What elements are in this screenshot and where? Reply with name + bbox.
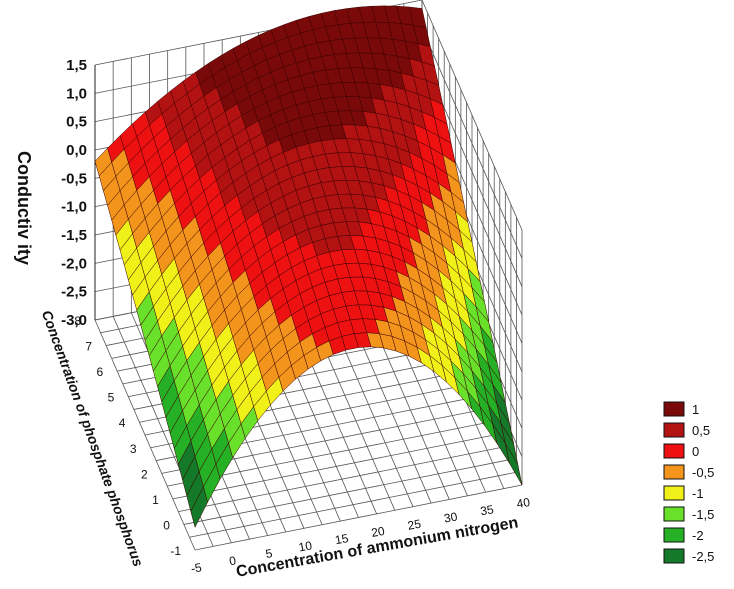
legend: 1 0,5 0 -0,5 -1 -1,5 -2 -2,5 [663,401,714,564]
legend-label: 0 [692,444,699,459]
x-tick-label: 40 [516,495,532,511]
z-tick-label: 0,5 [66,114,87,131]
y-tick-label: 5 [108,391,115,405]
y-tick-label: 0 [163,518,170,532]
y-tick-label: 2 [141,467,148,481]
floor-grid-line [178,446,506,513]
legend-swatch [663,401,685,417]
z-tick-label: -1,0 [61,199,87,216]
z-tick-label: 1,5 [66,57,87,74]
floor-grid-line [183,459,511,525]
surface-cell [505,443,523,486]
legend-label: 1 [692,402,699,417]
y-tick-label: 6 [97,365,104,379]
legend-label: -0,5 [692,465,714,480]
x-tick-label: 10 [298,538,314,554]
legend-label: -1,5 [692,507,714,522]
y-tick-label: -1 [170,544,181,558]
x-tick-label: 5 [264,546,273,561]
x-tick-label: 25 [407,517,423,533]
x-tick-label: 30 [443,509,459,525]
legend-label: -2,5 [692,549,714,564]
x-tick-label: 35 [479,502,495,518]
x-tick-label: 0 [228,553,237,568]
legend-label: -1 [692,486,704,501]
legend-swatch [663,464,685,480]
side-wall-grid-line [421,0,523,231]
y-axis-title: Concentration of phosphate phosphorus [39,308,147,569]
x-tick-label: 20 [370,524,386,540]
z-tick-label: -0,5 [61,170,87,187]
z-tick-label: 1,0 [66,85,87,102]
legend-label: -2 [692,528,704,543]
legend-swatch [663,443,685,459]
surface-plot [94,5,523,529]
z-tick-label: -3,0 [61,312,87,329]
legend-swatch [663,485,685,501]
y-tick-label: 7 [85,340,92,354]
floor-grid-line [194,484,523,551]
floor-grid-line [172,433,500,500]
y-tick-label: 8 [74,314,81,328]
z-tick-label: -1,5 [61,227,87,244]
legend-swatch [663,422,685,438]
side-wall-grid-line [421,28,523,259]
y-tick-label: 1 [152,493,159,507]
z-tick-label: -2,0 [61,255,87,272]
z-axis-title: Conductiv ity [14,151,34,265]
legend-swatch [663,506,685,522]
y-tick-label: 4 [119,416,126,430]
legend-swatch [663,548,685,564]
floor-grid-line [189,471,517,538]
x-tick-label: -5 [190,560,203,576]
legend-label: 0,5 [692,423,710,438]
x-tick-label: 15 [334,531,350,547]
z-tick-label: -2,5 [61,284,87,301]
legend-swatch [663,527,685,543]
y-tick-label: 3 [130,442,137,456]
z-tick-label: 0,0 [66,142,87,159]
